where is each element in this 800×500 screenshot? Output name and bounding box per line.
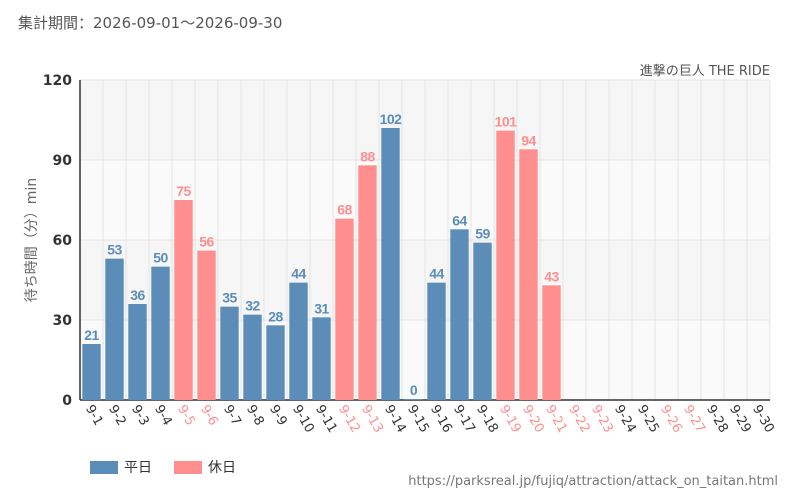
bar-value-label: 44 <box>291 266 306 282</box>
x-tick-label: 9-1 <box>82 403 106 429</box>
bar <box>243 314 262 400</box>
x-tick-label: 9-25 <box>634 403 662 436</box>
bar-value-label: 64 <box>452 212 467 228</box>
x-tick-label: 9-9 <box>266 403 290 429</box>
x-tick-label: 9-2 <box>105 403 129 429</box>
bar-value-label: 35 <box>222 290 237 306</box>
bar-value-label: 94 <box>521 132 536 148</box>
period-range: 2026-09-01〜2026-09-30 <box>93 14 283 32</box>
legend-holiday-label: 休日 <box>208 460 236 476</box>
bar-value-label: 21 <box>84 327 99 343</box>
x-tick-label: 9-20 <box>519 403 547 436</box>
x-tick-label: 9-11 <box>312 403 340 436</box>
x-tick-label: 9-24 <box>611 403 639 436</box>
x-tick-label: 9-29 <box>726 403 754 436</box>
x-tick-label: 9-28 <box>703 403 731 436</box>
bar <box>335 218 354 400</box>
x-tick-label: 9-6 <box>197 403 221 429</box>
bar <box>381 128 400 400</box>
x-tick-label: 9-10 <box>289 403 317 436</box>
bar <box>128 304 147 400</box>
legend-holiday-swatch <box>174 460 202 474</box>
bar <box>197 250 216 400</box>
bar-value-label: 32 <box>245 298 260 314</box>
y-tick-label: 120 <box>43 73 72 89</box>
x-tick-label: 9-7 <box>220 403 244 429</box>
bar <box>519 149 538 400</box>
legend-holiday[interactable]: 休日 <box>174 457 236 477</box>
bar-value-label: 102 <box>380 111 403 127</box>
bar <box>266 325 285 400</box>
y-tick-label: 0 <box>62 393 72 409</box>
bar-value-label: 43 <box>544 268 559 284</box>
bar <box>151 266 170 400</box>
x-tick-label: 9-17 <box>450 403 478 436</box>
bar-value-label: 44 <box>429 266 444 282</box>
x-tick-label: 9-27 <box>680 403 708 436</box>
x-tick-label: 9-23 <box>588 403 616 436</box>
bar-value-label: 88 <box>360 148 375 164</box>
bar-value-label: 59 <box>475 226 490 242</box>
bar <box>220 306 239 400</box>
x-tick-label: 9-5 <box>174 403 198 429</box>
bar <box>105 258 124 400</box>
y-tick-label: 60 <box>53 233 73 249</box>
period-title: 集計期間：2026-09-01〜2026-09-30 <box>18 12 282 33</box>
bar-value-label: 36 <box>130 287 145 303</box>
bar-value-label: 68 <box>337 202 352 218</box>
bar <box>312 317 331 400</box>
legend-weekday[interactable]: 平日 <box>90 457 152 477</box>
x-tick-label: 9-22 <box>565 403 593 436</box>
x-tick-label: 9-14 <box>381 403 409 436</box>
bar-value-label: 28 <box>268 308 283 324</box>
bar-value-label: 101 <box>495 114 518 130</box>
period-label: 集計期間： <box>18 14 94 32</box>
x-tick-label: 9-13 <box>358 403 386 436</box>
x-tick-label: 9-3 <box>128 403 152 429</box>
legend-weekday-swatch <box>90 460 118 474</box>
source-url[interactable]: https://parksreal.jp/fujiq/attraction/at… <box>408 474 778 489</box>
bar-value-label: 50 <box>153 250 168 266</box>
legend: 平日 休日 <box>90 457 258 477</box>
bar-value-label: 56 <box>199 234 214 250</box>
bar <box>174 200 193 400</box>
legend-weekday-label: 平日 <box>124 460 152 476</box>
x-tick-label: 9-4 <box>151 403 175 429</box>
bar <box>427 282 446 400</box>
bar <box>289 282 308 400</box>
x-tick-label: 9-15 <box>404 403 432 436</box>
bar <box>473 242 492 400</box>
y-tick-label: 30 <box>53 313 73 329</box>
bar-value-label: 31 <box>314 300 329 316</box>
bar <box>404 399 423 400</box>
x-tick-label: 9-26 <box>657 403 685 436</box>
y-axis-title: 待ち時間（分）min <box>24 178 40 302</box>
x-tick-label: 9-18 <box>473 403 501 436</box>
x-tick-label: 9-30 <box>749 403 777 436</box>
x-tick-label: 9-19 <box>496 403 524 436</box>
x-tick-label: 9-21 <box>542 403 570 436</box>
x-tick-label: 9-12 <box>335 403 363 436</box>
bar <box>450 229 469 400</box>
y-tick-label: 90 <box>53 153 73 169</box>
bar-value-label: 53 <box>107 242 122 258</box>
bar <box>82 344 101 400</box>
bar <box>542 285 561 400</box>
bar <box>496 130 515 400</box>
x-tick-label: 9-8 <box>243 403 267 429</box>
bar-value-label: 75 <box>176 183 191 199</box>
bar <box>358 165 377 400</box>
x-tick-label: 9-16 <box>427 403 455 436</box>
bar-value-label: 0 <box>410 382 418 398</box>
attraction-name: 進撃の巨人 THE RIDE <box>639 64 770 79</box>
